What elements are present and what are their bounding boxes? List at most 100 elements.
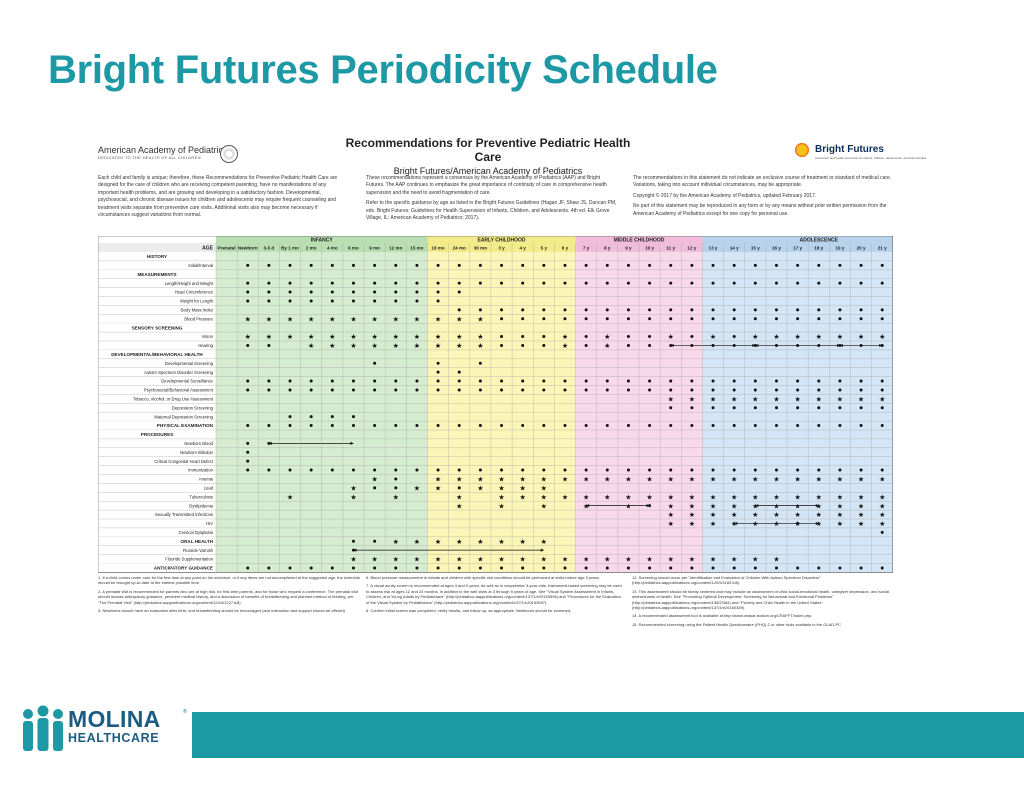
recommended-dot <box>373 424 377 428</box>
recommended-dot <box>521 468 525 472</box>
risk-assessment-star: ★ <box>668 493 674 501</box>
recommended-dot <box>436 566 440 570</box>
recommended-dot <box>521 308 525 312</box>
footnotes-column-1: 1. If a child comes under care for the f… <box>98 575 360 616</box>
age-column-label: 15 y <box>751 245 760 250</box>
recommended-dot <box>267 281 271 285</box>
recommended-dot <box>457 281 461 285</box>
recommended-dot <box>436 299 440 303</box>
recommended-dot <box>838 281 842 285</box>
row-label: Critical Congenital Heart Defect <box>154 459 213 464</box>
age-column-label: Prenatal <box>218 245 236 250</box>
risk-assessment-star: ★ <box>710 333 716 341</box>
age-header-cell <box>702 243 724 252</box>
risk-assessment-star: ★ <box>414 342 420 350</box>
age-column-label: 24 mo <box>453 245 466 250</box>
risk-assessment-star: ★ <box>794 493 800 501</box>
recommended-dot <box>838 388 842 392</box>
recommended-dot <box>500 468 504 472</box>
recommended-dot <box>774 317 778 321</box>
recommended-dot <box>415 299 419 303</box>
recommended-dot <box>880 281 884 285</box>
age-column-label: 12 y <box>687 245 696 250</box>
age-column-label: 30 mo <box>474 245 487 250</box>
recommended-dot <box>436 290 440 294</box>
recommended-dot <box>542 468 546 472</box>
recommended-dot <box>373 379 377 383</box>
recommended-dot <box>373 539 377 543</box>
risk-assessment-star: ★ <box>668 556 674 564</box>
risk-assessment-star: ★ <box>752 556 758 564</box>
recommended-dot <box>309 281 313 285</box>
recommended-dot <box>457 388 461 392</box>
age-column-label: 3-5 d <box>264 245 275 250</box>
recommended-dot <box>267 290 271 294</box>
recommended-dot <box>267 263 271 267</box>
section-heading: MEASUREMENTS <box>137 272 176 277</box>
slide-title: Bright Futures Periodicity Schedule <box>48 48 718 92</box>
recommended-dot <box>753 379 757 383</box>
recommended-dot <box>415 263 419 267</box>
risk-assessment-star: ★ <box>837 333 843 341</box>
recommended-dot <box>753 281 757 285</box>
recommended-dot <box>774 406 778 410</box>
risk-assessment-star: ★ <box>794 511 800 519</box>
recommended-dot <box>351 424 355 428</box>
recommended-dot <box>351 388 355 392</box>
risk-assessment-star: ★ <box>435 476 441 484</box>
age-column-label: 9 mo <box>369 245 380 250</box>
recommended-dot <box>521 388 525 392</box>
row-label: Tuberculosis <box>189 494 213 499</box>
footnotes: 1. If a child comes under care for the f… <box>98 575 893 643</box>
age-group-label: MIDDLE CHILDHOOD <box>614 238 665 244</box>
risk-assessment-star: ★ <box>350 493 356 501</box>
risk-assessment-star: ★ <box>287 493 293 501</box>
risk-assessment-star: ★ <box>816 476 822 484</box>
recommended-dot <box>880 406 884 410</box>
age-column-label: By 1 mo <box>281 245 299 250</box>
age-column-label: 12 mo <box>389 245 402 250</box>
risk-assessment-star: ★ <box>541 502 547 510</box>
recommended-dot <box>373 290 377 294</box>
risk-assessment-star: ★ <box>773 520 779 528</box>
recommended-dot <box>711 406 715 410</box>
risk-assessment-star: ★ <box>879 493 885 501</box>
risk-assessment-star: ★ <box>498 502 504 510</box>
risk-assessment-star: ★ <box>752 493 758 501</box>
recommended-dot <box>690 317 694 321</box>
recommended-dot <box>648 335 652 339</box>
recommended-dot <box>394 281 398 285</box>
risk-assessment-star: ★ <box>371 315 377 323</box>
age-header-cell <box>871 243 893 252</box>
footnote: 2. A prenatal visit is recommended for p… <box>98 588 359 605</box>
risk-assessment-star: ★ <box>541 556 547 564</box>
recommended-dot <box>732 263 736 267</box>
recommended-dot <box>457 379 461 383</box>
recommended-dot <box>457 486 461 490</box>
recommended-dot <box>563 566 567 570</box>
recommended-dot <box>500 388 504 392</box>
recommended-dot <box>478 281 482 285</box>
risk-assessment-star: ★ <box>710 395 716 403</box>
recommended-dot <box>478 388 482 392</box>
risk-assessment-star: ★ <box>604 342 610 350</box>
age-header-cell <box>258 243 280 252</box>
recommended-dot <box>648 317 652 321</box>
recommended-dot <box>626 335 630 339</box>
row-label: Length/Height and Weight <box>165 281 214 286</box>
risk-assessment-star: ★ <box>689 493 695 501</box>
recommended-dot <box>584 335 588 339</box>
row-label: Maternal Depression Screening <box>154 414 213 419</box>
recommended-dot <box>648 379 652 383</box>
risk-assessment-star: ★ <box>731 476 737 484</box>
risk-assessment-star: ★ <box>371 333 377 341</box>
range-arrow-head <box>752 343 756 348</box>
recommended-dot <box>605 263 609 267</box>
recommended-dot <box>500 424 504 428</box>
risk-assessment-star: ★ <box>562 342 568 350</box>
risk-assessment-star: ★ <box>879 333 885 341</box>
age-header-cell <box>406 243 428 252</box>
risk-assessment-star: ★ <box>837 395 843 403</box>
risk-assessment-star: ★ <box>773 476 779 484</box>
intro-column-1: Each child and family is unique; therefo… <box>98 175 348 222</box>
